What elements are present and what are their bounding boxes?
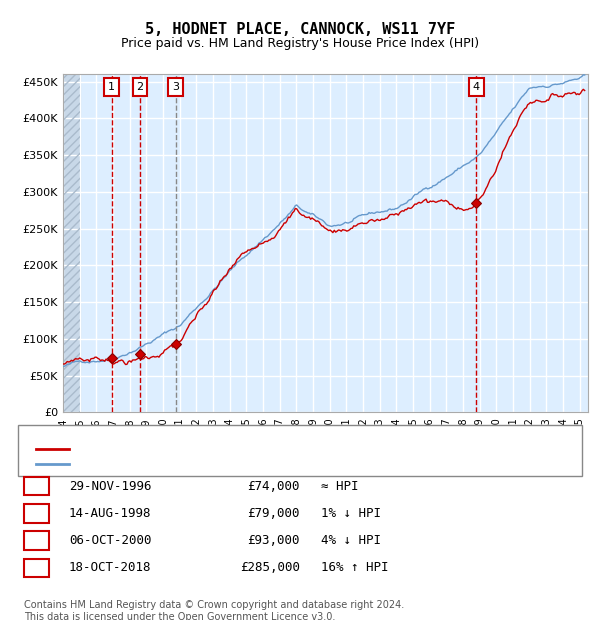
Text: 5, HODNET PLACE, CANNOCK, WS11 7YF: 5, HODNET PLACE, CANNOCK, WS11 7YF — [145, 22, 455, 37]
Text: 2: 2 — [136, 82, 143, 92]
Text: HPI: Average price, detached house, Cannock Chase: HPI: Average price, detached house, Cann… — [75, 459, 374, 469]
Text: 18-OCT-2018: 18-OCT-2018 — [69, 562, 151, 574]
Text: 3: 3 — [33, 534, 40, 547]
Text: Contains HM Land Registry data © Crown copyright and database right 2024.
This d: Contains HM Land Registry data © Crown c… — [24, 600, 404, 620]
Bar — [63, 74, 80, 412]
Text: 4% ↓ HPI: 4% ↓ HPI — [321, 534, 381, 547]
Text: £74,000: £74,000 — [248, 480, 300, 492]
Text: 16% ↑ HPI: 16% ↑ HPI — [321, 562, 389, 574]
Bar — [63, 74, 80, 412]
Text: 14-AUG-1998: 14-AUG-1998 — [69, 507, 151, 520]
Text: 1: 1 — [33, 480, 40, 492]
Text: £93,000: £93,000 — [248, 534, 300, 547]
Text: 1: 1 — [108, 82, 115, 92]
Text: 4: 4 — [473, 82, 480, 92]
Text: 1% ↓ HPI: 1% ↓ HPI — [321, 507, 381, 520]
Text: 4: 4 — [33, 562, 40, 574]
Text: 2: 2 — [33, 507, 40, 520]
Text: 06-OCT-2000: 06-OCT-2000 — [69, 534, 151, 547]
Text: £79,000: £79,000 — [248, 507, 300, 520]
Text: 29-NOV-1996: 29-NOV-1996 — [69, 480, 151, 492]
Text: 5, HODNET PLACE, CANNOCK, WS11 7YF (detached house): 5, HODNET PLACE, CANNOCK, WS11 7YF (deta… — [75, 444, 410, 454]
Text: Price paid vs. HM Land Registry's House Price Index (HPI): Price paid vs. HM Land Registry's House … — [121, 37, 479, 50]
Text: 3: 3 — [172, 82, 179, 92]
Text: £285,000: £285,000 — [240, 562, 300, 574]
Text: ≈ HPI: ≈ HPI — [321, 480, 359, 492]
